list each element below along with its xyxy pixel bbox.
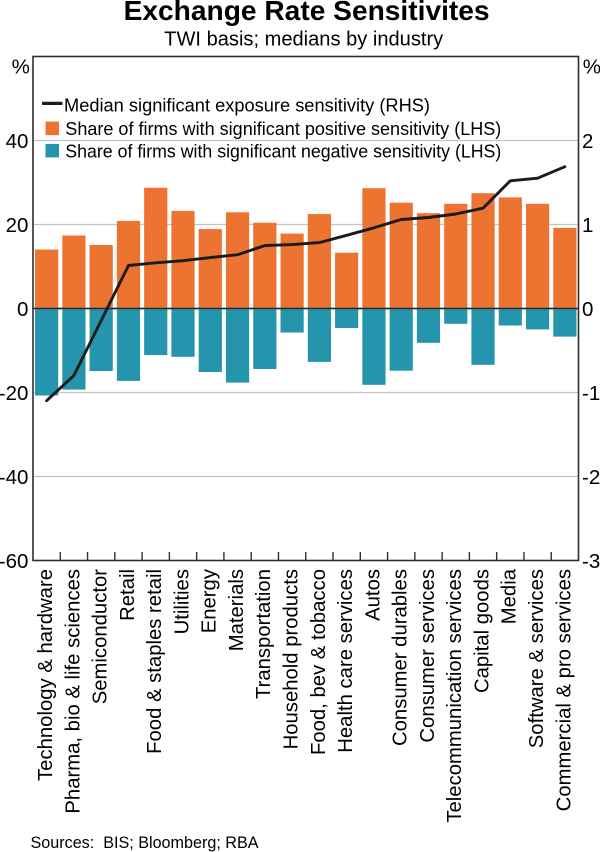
svg-text:Semiconductor: Semiconductor: [90, 569, 112, 705]
svg-text:-1: -1: [582, 382, 600, 405]
svg-text:1: 1: [582, 214, 593, 237]
svg-text:Median significant exposure se: Median significant exposure sensitivity …: [64, 95, 430, 115]
svg-text:Pharma, bio & life sciences: Pharma, bio & life sciences: [62, 569, 84, 814]
svg-text:Food, bev & tobacco: Food, bev & tobacco: [308, 569, 330, 755]
svg-text:2: 2: [582, 130, 593, 153]
svg-text:Telecommunication services: Telecommunication services: [444, 569, 466, 823]
svg-text:Energy: Energy: [199, 568, 221, 633]
svg-text:-3: -3: [582, 550, 600, 573]
svg-text:-60: -60: [0, 550, 28, 573]
svg-text:Exchange Rate Sensitivites: Exchange Rate Sensitivites: [124, 0, 490, 26]
svg-text:Transportation: Transportation: [253, 569, 275, 699]
svg-text:Technology & hardware: Technology & hardware: [35, 569, 57, 781]
svg-text:Media: Media: [499, 568, 521, 624]
svg-text:Share of firms with significan: Share of firms with significant positive…: [65, 119, 501, 139]
svg-text:Utilities: Utilities: [171, 569, 193, 634]
svg-text:Commercial & pro services: Commercial & pro services: [553, 569, 575, 811]
svg-text:-20: -20: [0, 382, 28, 405]
svg-text:Software & services: Software & services: [526, 569, 548, 748]
svg-text:Sources: BIS; Bloomberg; RBA: Sources: BIS; Bloomberg; RBA: [31, 834, 259, 852]
svg-text:0: 0: [17, 298, 28, 321]
svg-text:Retail: Retail: [117, 569, 139, 621]
svg-text:%: %: [583, 56, 600, 79]
svg-text:%: %: [12, 56, 30, 79]
svg-text:Share of firms with significan: Share of firms with significant negative…: [65, 142, 501, 162]
svg-text:-2: -2: [582, 466, 600, 489]
svg-text:Autos: Autos: [362, 569, 384, 621]
svg-text:40: 40: [6, 130, 29, 153]
svg-text:TWI basis; medians by industry: TWI basis; medians by industry: [164, 29, 443, 51]
svg-text:Health care services: Health care services: [335, 569, 357, 753]
svg-text:Food & staples retail: Food & staples retail: [144, 569, 166, 754]
svg-text:Consumer durables: Consumer durables: [390, 569, 412, 746]
svg-text:-40: -40: [0, 466, 28, 489]
svg-text:Materials: Materials: [226, 569, 248, 651]
svg-text:0: 0: [582, 298, 593, 321]
svg-text:Capital goods: Capital goods: [471, 569, 493, 693]
svg-text:20: 20: [6, 214, 29, 237]
svg-text:Household products: Household products: [281, 569, 303, 749]
svg-text:Consumer services: Consumer services: [417, 569, 439, 743]
